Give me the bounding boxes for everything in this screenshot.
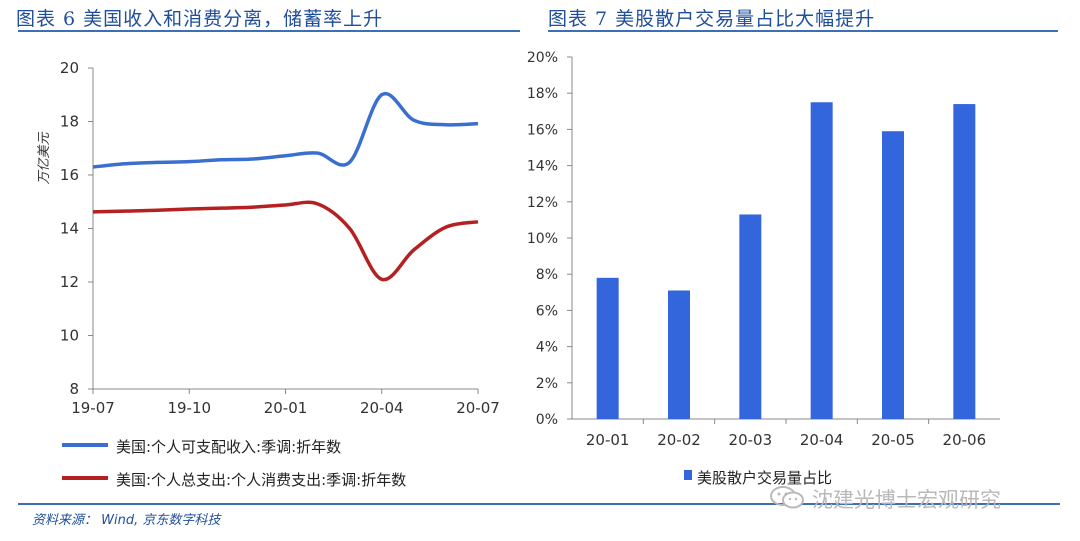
bar-x-tick-label: 20-04: [800, 431, 844, 449]
line-y-tick-label: 14: [60, 220, 79, 238]
bar-y-tick-label: 10%: [527, 231, 558, 247]
line-x-tick-label: 19-10: [167, 399, 211, 417]
source-note: 资料来源： Wind, 京东数字科技: [32, 513, 221, 528]
bar-y-tick-label: 6%: [536, 303, 558, 319]
line-legend-income-label: 美国:个人可支配收入:季调:折年数: [116, 438, 342, 456]
line-x-tick-label: 20-04: [360, 399, 404, 417]
bar-20-02: [668, 290, 690, 419]
bar-y-tick-label: 8%: [536, 267, 558, 283]
line-x-tick-label: 19-07: [71, 399, 115, 417]
line-chart: 8 10 12 14 16 18 20 19-07 19-10 20-01 20-04 20-07 万亿…: [37, 59, 500, 480]
line-y-axis-label: 万亿美元: [37, 132, 52, 185]
bar-y-tick-label: 4%: [536, 340, 558, 356]
bar-20-03: [739, 214, 762, 419]
line-y-tick-label: 20: [60, 59, 79, 77]
wechat-icon: [770, 486, 804, 509]
bar-y-tick-label: 16%: [527, 122, 558, 138]
spending-series-line: [92, 200, 479, 282]
line-legend-spending-label: 美国:个人总支出:个人消费支出:季调:折年数: [116, 471, 407, 489]
line-y-tick-label: 10: [60, 327, 79, 345]
bar-y-tick-label: 14%: [527, 159, 558, 175]
income-series-line: [92, 91, 479, 169]
bar-y-tick-label: 18%: [527, 86, 558, 102]
bar-x-tick-label: 20-02: [657, 431, 701, 449]
right-title-rule: [548, 30, 1058, 32]
bar-x-tick-label: 20-05: [871, 431, 915, 449]
bar-20-05: [882, 131, 904, 419]
bar-x-tick-label: 20-06: [943, 431, 987, 449]
right-figure-title: 图表 7 美股散户交易量占比大幅提升: [548, 8, 876, 30]
line-y-tick-label: 18: [60, 113, 79, 131]
bottom-rule: [18, 503, 1060, 505]
bar-20-01: [596, 277, 619, 419]
line-y-tick-label: 16: [60, 166, 79, 184]
bar-20-06: [953, 104, 976, 419]
bar-y-tick-label: 12%: [527, 195, 558, 211]
bar-y-tick-label: 2%: [536, 376, 558, 392]
bar-legend-label: 美股散户交易量占比: [697, 469, 833, 487]
bar-20-04: [810, 102, 833, 419]
line-x-tick-label: 20-01: [264, 399, 308, 417]
watermark: 沈建光博士宏观研究: [812, 488, 1001, 512]
bar-x-tick-label: 20-03: [729, 431, 773, 449]
bar-y-tick-label: 0%: [536, 412, 558, 428]
bar-y-tick-label: 20%: [527, 50, 558, 66]
left-title-rule: [18, 30, 520, 32]
line-y-tick-label: 12: [60, 273, 79, 291]
bar-x-tick-label: 20-01: [586, 431, 630, 449]
line-x-tick-label: 20-07: [456, 399, 500, 417]
bar-chart: 0% 2% 4% 6% 8% 10% 12% 14% 16% 18% 20% 20-01 20-02 20…: [527, 50, 1000, 480]
line-y-tick-label: 8: [69, 380, 79, 398]
left-figure-title: 图表 6 美国收入和消费分离，储蓄率上升: [16, 8, 384, 30]
bar-legend-swatch: [684, 470, 692, 480]
